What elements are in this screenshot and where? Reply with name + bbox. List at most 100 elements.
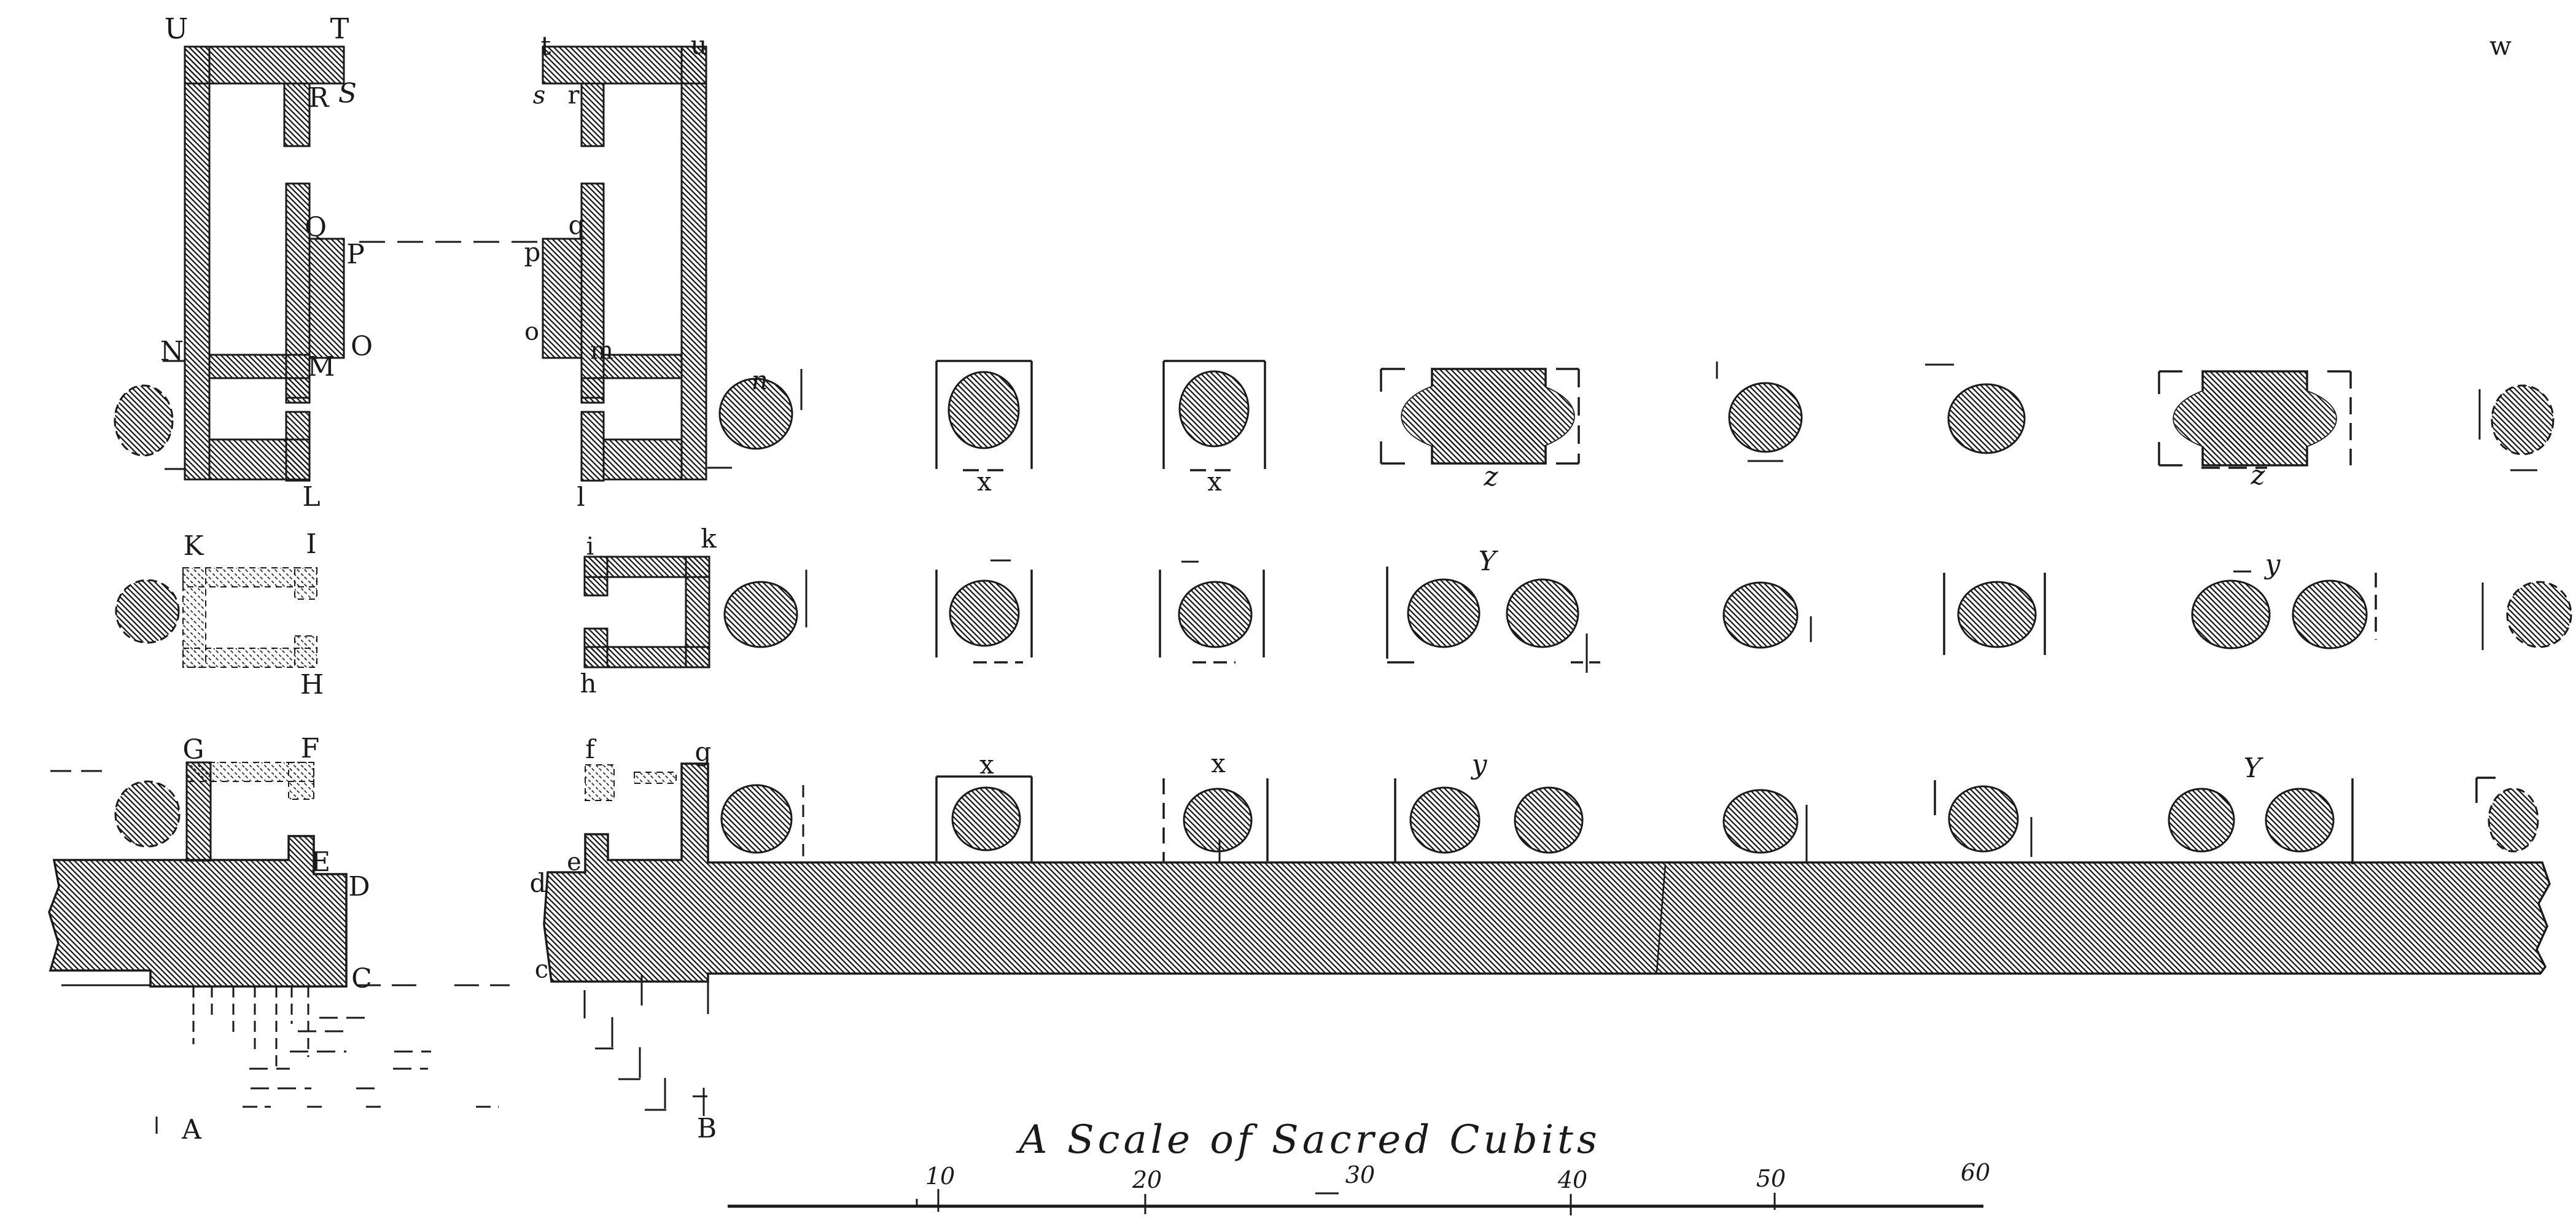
column xyxy=(718,378,793,450)
plan-label-h: h xyxy=(580,668,596,699)
plan-label-o: o xyxy=(524,317,539,346)
temple-plan-drawing: 10 20 30 40 50 60 A Scale of Sacred Cubits U T R S… xyxy=(48,12,2572,1215)
ruined-wall xyxy=(294,635,317,668)
ruined-wall xyxy=(294,567,317,600)
ragged-column xyxy=(114,780,181,848)
plan-label-y: y xyxy=(1471,749,1488,780)
scale-number-20: 20 xyxy=(1132,1166,1162,1193)
column xyxy=(723,581,798,648)
plan-label-q: q xyxy=(569,210,585,240)
plan-label-F: F xyxy=(301,733,320,764)
wall xyxy=(680,45,707,481)
plan-label-U: U xyxy=(165,12,189,45)
plan-label-d: d xyxy=(530,868,547,898)
column xyxy=(2292,579,2368,649)
plan-label-r: r xyxy=(567,81,580,109)
plan-label-m: m xyxy=(590,336,613,365)
plan-label-c: c xyxy=(535,955,548,983)
plan-label-e: e xyxy=(567,848,582,876)
plan-label-p: p xyxy=(524,237,541,267)
column xyxy=(720,784,793,854)
construction-line xyxy=(1656,864,1667,973)
ruined-wall xyxy=(585,764,615,801)
plan-label-O: O xyxy=(351,331,373,362)
scale-number-50: 50 xyxy=(1756,1165,1786,1192)
wall xyxy=(580,82,605,147)
pier-layer xyxy=(1401,368,2337,467)
plan-label-k: k xyxy=(701,524,717,554)
plan-label-P: P xyxy=(346,239,365,270)
plan-label-u: u xyxy=(690,30,707,60)
plan-label-x: x xyxy=(977,467,992,497)
plan-label-N: N xyxy=(160,336,184,367)
plan-label-s: s xyxy=(533,81,546,109)
scale-number-30: 30 xyxy=(1345,1161,1375,1188)
wall xyxy=(308,238,345,359)
plan-label-x: x xyxy=(1207,467,1222,497)
wall xyxy=(583,627,609,668)
plan-label-C: C xyxy=(351,963,372,994)
column xyxy=(1407,578,1481,648)
plan-label-x: x xyxy=(1211,748,1226,778)
plan-label-l: l xyxy=(577,482,585,512)
label-layer: 10 20 30 40 50 60 A Scale of Sacred Cubits U T R S… xyxy=(160,12,2512,1193)
wall xyxy=(542,238,583,359)
z-pier-west xyxy=(1402,378,1574,455)
plan-label-Y: Y xyxy=(2243,753,2263,784)
wall xyxy=(184,45,211,481)
plan-label-i: i xyxy=(586,532,594,560)
platform-layer xyxy=(48,762,2551,988)
column xyxy=(951,786,1021,851)
plan-label-S: S xyxy=(338,78,357,109)
wall xyxy=(602,354,683,379)
plan-label-R: R xyxy=(308,82,330,114)
column xyxy=(2265,788,2335,853)
ragged-column xyxy=(114,384,174,457)
construction-line-layer xyxy=(50,241,2537,1215)
plan-label-z: z xyxy=(1483,461,1498,492)
ruined-wall xyxy=(288,762,314,800)
ragged-column xyxy=(2491,384,2555,455)
plan-label-Y: Y xyxy=(1478,546,1498,577)
wall xyxy=(285,377,311,404)
wall xyxy=(542,45,707,85)
column xyxy=(1722,581,1799,649)
column xyxy=(2168,788,2235,853)
plan-label-Q: Q xyxy=(305,212,327,243)
column xyxy=(1506,578,1579,648)
column xyxy=(1722,789,1799,854)
wall xyxy=(184,45,345,85)
column xyxy=(949,579,1020,647)
column xyxy=(1178,581,1253,648)
wall xyxy=(208,354,311,379)
plan-label-M: M xyxy=(307,351,335,382)
column xyxy=(1948,785,2019,853)
plan-label-f: f xyxy=(585,734,597,764)
plan-label-B: B xyxy=(697,1113,717,1144)
plan-label-w: w xyxy=(2489,31,2512,61)
plan-label-y: y xyxy=(2264,549,2281,580)
plan-label-A: A xyxy=(181,1114,202,1145)
scale-number-10: 10 xyxy=(925,1163,955,1190)
wall xyxy=(283,82,311,147)
ragged-column xyxy=(2488,788,2539,853)
plan-label-g: g xyxy=(695,737,712,767)
wall xyxy=(285,411,311,482)
plan-label-D: D xyxy=(348,871,370,902)
z-pier-east xyxy=(2174,383,2336,454)
ragged-column xyxy=(2506,581,2572,648)
plan-label-G: G xyxy=(182,734,204,765)
plan-label-T: T xyxy=(330,12,349,45)
plan-label-z: z xyxy=(2250,460,2265,491)
column xyxy=(2191,579,2271,649)
column xyxy=(1728,382,1803,453)
column xyxy=(1957,581,2037,648)
wall xyxy=(583,556,609,597)
plan-label-n: n xyxy=(751,365,768,395)
ruined-wall xyxy=(634,772,677,784)
plan-label-x: x xyxy=(979,750,994,780)
scale-title: A Scale of Sacred Cubits xyxy=(1016,1117,1600,1163)
wall xyxy=(602,438,683,481)
plan-label-t: t xyxy=(541,31,551,61)
ragged-column xyxy=(115,579,180,644)
